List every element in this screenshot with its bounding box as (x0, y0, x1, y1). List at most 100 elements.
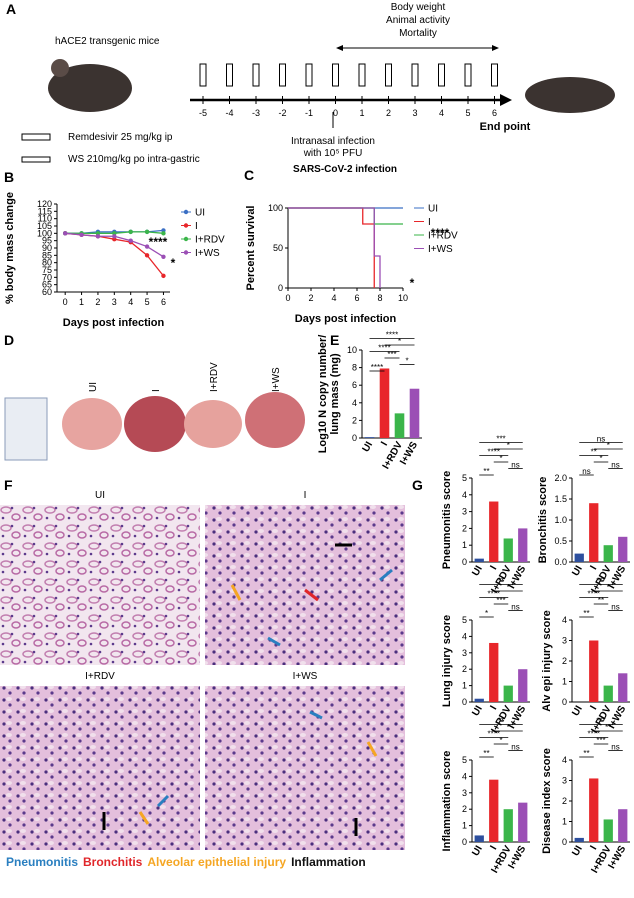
significance-label: * (507, 583, 510, 592)
y-tick-label: 6 (352, 380, 357, 390)
bar (474, 698, 484, 702)
x-tick-label: UI (570, 844, 585, 858)
x-axis-title: Days post infection (63, 317, 165, 329)
y-tick-label: 2 (562, 656, 567, 666)
significance-label: * (405, 357, 408, 366)
arrow-bronchitis (304, 588, 319, 602)
x-tick-label: 10 (398, 293, 408, 303)
significance-label: *** (596, 717, 605, 726)
data-point (128, 229, 133, 235)
day-label: -5 (199, 108, 207, 118)
y-tick-label: 4 (352, 398, 357, 408)
dose-icon (226, 63, 233, 87)
significance-label: ** (598, 596, 604, 605)
x-tick-label: 1 (79, 297, 84, 307)
significance-label: **** (378, 344, 390, 353)
significance-label: ns (511, 743, 519, 752)
y-tick-label: 85 (42, 250, 52, 260)
significance-label: ns (511, 603, 519, 612)
period-label: Mortality (399, 28, 437, 39)
bar (518, 669, 528, 702)
significance-label: ns (611, 743, 619, 752)
x-tick-label: UI (361, 440, 376, 454)
y-axis-title: Disease index score (541, 748, 553, 854)
significance-label: **** (386, 331, 398, 340)
annotation: **** (149, 235, 168, 249)
x-tick-label: I (588, 704, 599, 712)
y-tick-label: 1 (462, 681, 467, 691)
infection-label: with 10⁵ PFU (303, 148, 363, 159)
gavage-icon (21, 156, 51, 163)
y-tick-label: 4 (462, 631, 467, 641)
significance-label: * (599, 454, 602, 463)
significance-label: **** (488, 730, 500, 739)
legend-item: Bronchitis (83, 855, 143, 869)
bar (618, 673, 628, 702)
bar (603, 545, 613, 562)
y-tick-label: 5 (462, 755, 467, 765)
x-tick-label: UI (470, 844, 485, 858)
day-label: 0 (333, 108, 338, 118)
period-label: Body weight (391, 2, 446, 13)
significance-label: **** (588, 590, 600, 599)
y-axis-title: Pneumonitis score (441, 471, 453, 569)
significance-label: * (507, 441, 510, 450)
infection-title: SARS-CoV-2 infection (293, 164, 397, 175)
panel-label: C (244, 167, 254, 183)
significance-label: ** (483, 749, 489, 758)
y-tick-label: 0 (562, 837, 567, 847)
y-tick-label: 1 (562, 677, 567, 687)
significance-label: **** (488, 448, 500, 457)
panel-label: D (4, 332, 14, 348)
arrow-alveolar (366, 741, 378, 757)
bar (379, 368, 390, 438)
y-tick-label: 0.0 (554, 557, 567, 567)
treatment-label: Remdesivir 25 mg/kg ip (68, 132, 173, 143)
lung-label: UI (88, 382, 99, 392)
legend-item: Pneumonitis (6, 855, 78, 869)
y-tick-label: 2 (462, 523, 467, 533)
bar (474, 835, 484, 842)
y-tick-label: 1.0 (554, 515, 567, 525)
y-tick-label: 4 (462, 771, 467, 781)
significance-label: ns (582, 467, 590, 476)
y-tick-label: 3 (462, 648, 467, 658)
y-tick-label: 4 (462, 490, 467, 500)
dose-icon (305, 63, 313, 87)
legend-label: I+WS (428, 244, 453, 255)
bar (618, 809, 628, 842)
significance-label: *** (596, 577, 605, 586)
y-tick-label: 5 (462, 473, 467, 483)
y-tick-label: 2 (352, 415, 357, 425)
bar (489, 501, 499, 562)
y-axis-title: Lung injury score (441, 615, 453, 707)
significance-label: ns (611, 461, 619, 470)
data-point (112, 234, 117, 239)
x-tick-label: 6 (354, 293, 359, 303)
data-point (79, 232, 84, 237)
micrograph-label: UI (95, 490, 105, 501)
ruler (4, 397, 48, 461)
day-label: -4 (225, 108, 233, 118)
panel-label: G (412, 477, 423, 493)
y-tick-label: 3 (562, 776, 567, 786)
bar (503, 809, 513, 842)
y-tick-label: 60 (42, 287, 52, 297)
arrow-pneumonitis (379, 568, 393, 582)
annotation: * (410, 276, 415, 290)
x-tick-label: I (379, 440, 390, 448)
micrograph (205, 686, 405, 850)
significance-label: ** (591, 448, 597, 457)
x-tick-label: 3 (112, 297, 117, 307)
dose-icon (464, 63, 472, 87)
y-tick-label: 0.5 (554, 536, 567, 546)
legend-item: Inflammation (291, 855, 366, 869)
legend-marker (183, 209, 189, 215)
x-tick-label: UI (470, 704, 485, 718)
significance-label: * (507, 723, 510, 732)
arrow-pneumonitis (309, 710, 323, 720)
y-tick-label: 80 (42, 258, 52, 268)
panel-label: B (4, 169, 14, 185)
arrow-pneumonitis (156, 794, 170, 808)
significance-label: * (485, 609, 488, 618)
